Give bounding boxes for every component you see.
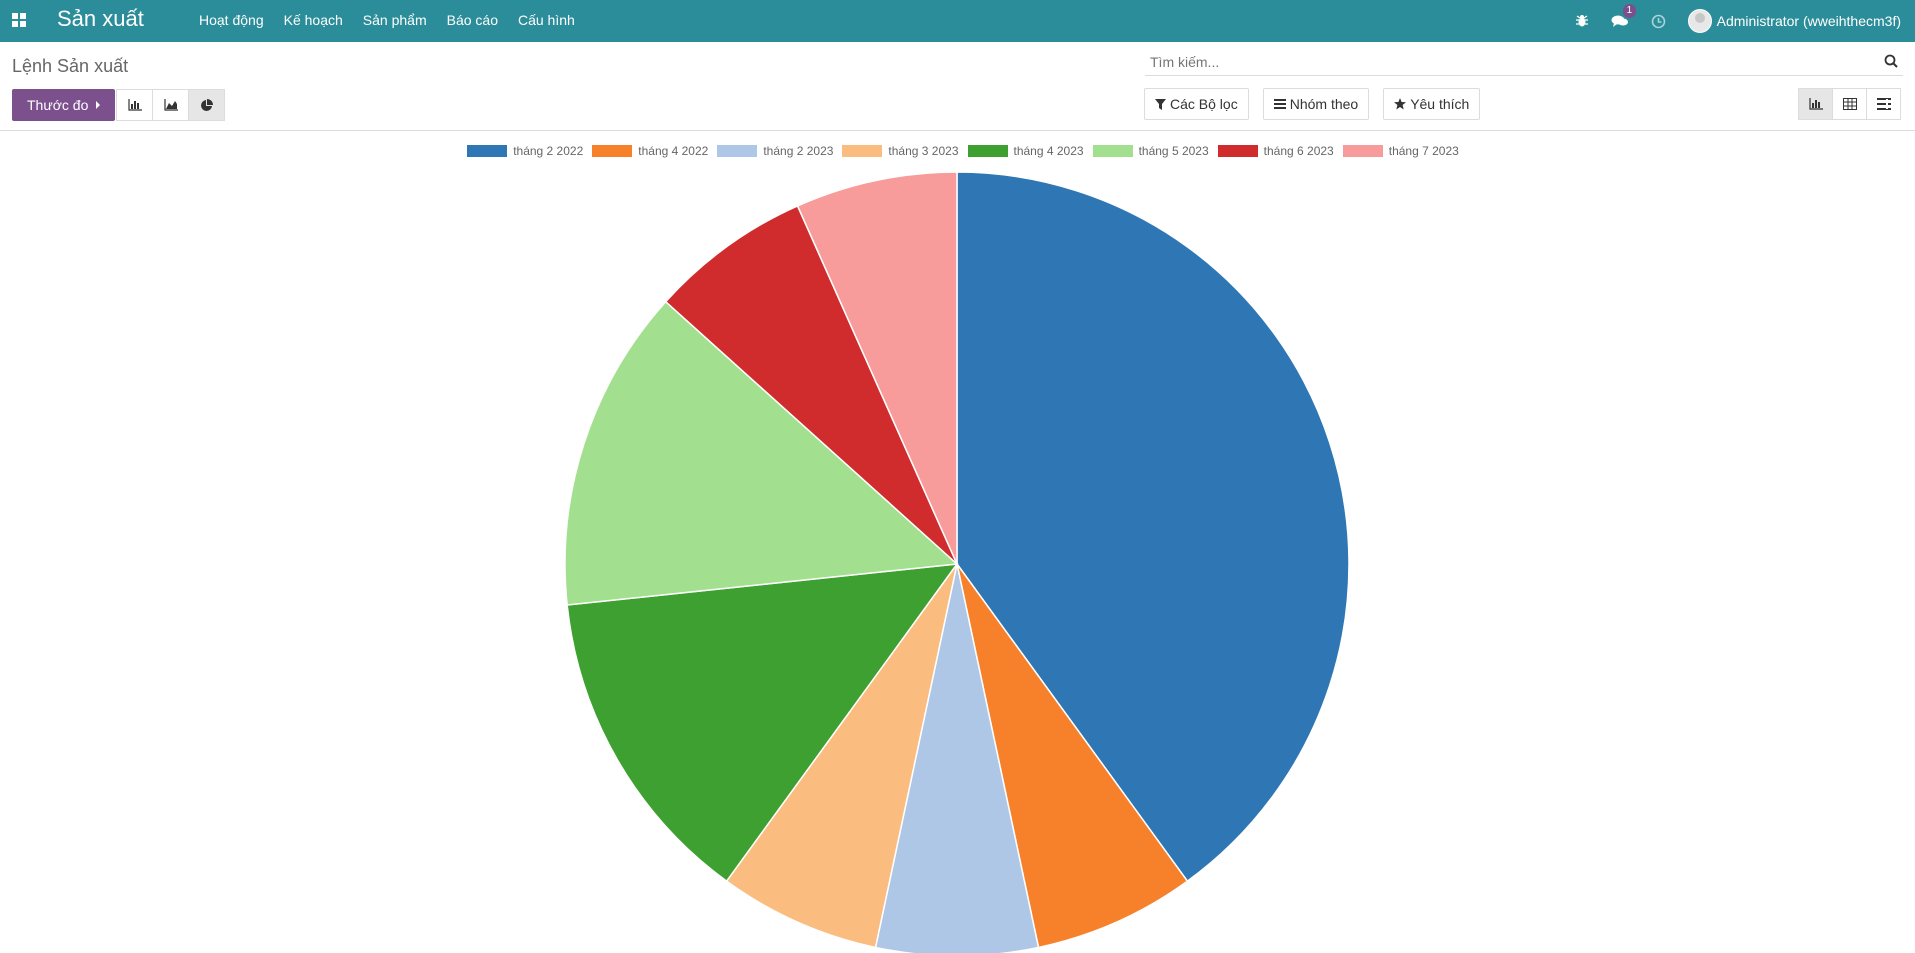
pie-chart [564, 171, 1350, 953]
caret-right-icon [96, 101, 101, 109]
legend-label: tháng 4 2022 [638, 144, 709, 158]
breadcrumb: Lệnh Sản xuất [12, 56, 129, 76]
legend-item[interactable]: tháng 4 2022 [592, 144, 708, 158]
menu-item-configuration[interactable]: Cấu hình [517, 12, 575, 28]
line-chart-mode-button[interactable] [152, 89, 189, 121]
search-icon[interactable] [1884, 54, 1898, 71]
systray: 1 Administrator (wweihthecm3f) [1553, 0, 1901, 42]
measures-label: Thước đo [27, 97, 89, 113]
legend-item[interactable]: tháng 2 2022 [467, 144, 583, 158]
pie-slice[interactable] [956, 171, 1350, 883]
legend-swatch [717, 145, 758, 157]
legend-swatch [1092, 145, 1133, 157]
filters-button[interactable]: Các Bộ lọc [1144, 88, 1249, 120]
legend-label: tháng 2 2023 [763, 144, 834, 158]
user-name: Administrator (wweihthecm3f) [1716, 13, 1901, 29]
app-title[interactable]: Sản xuất [57, 6, 144, 31]
pie-chart-mode-button[interactable] [188, 89, 225, 121]
main-menu: Hoạt động Kế hoạch Sản phẩm Báo cáo Cấu … [199, 12, 595, 28]
search-bar [1145, 48, 1903, 76]
table-icon [1842, 98, 1857, 110]
pie-slice[interactable] [874, 563, 1040, 953]
messages-icon[interactable]: 1 [1611, 4, 1637, 28]
group-by-button[interactable]: Nhóm theo [1262, 88, 1370, 120]
legend-label: tháng 5 2023 [1138, 144, 1209, 158]
legend-swatch [967, 145, 1008, 157]
user-menu[interactable]: Administrator (wweihthecm3f) [1687, 9, 1901, 33]
menu-item-products[interactable]: Sản phẩm [362, 12, 427, 28]
pie-slice[interactable] [564, 300, 959, 606]
pie-chart-icon [201, 98, 213, 111]
legend-swatch [467, 145, 508, 157]
pie-slice[interactable] [664, 204, 958, 565]
legend-item[interactable]: tháng 3 2023 [842, 144, 959, 158]
filter-icon [1155, 98, 1166, 110]
measures-button[interactable]: Thước đo [12, 89, 116, 121]
bar-chart-icon [1808, 98, 1823, 110]
view-switcher [1798, 88, 1901, 120]
avatar [1687, 9, 1712, 33]
group-by-label: Nhóm theo [1289, 96, 1359, 112]
area-chart-icon [163, 99, 178, 111]
legend-label: tháng 2 2022 [513, 144, 584, 158]
star-icon [1394, 98, 1407, 110]
legend-label: tháng 3 2023 [888, 144, 959, 158]
favorites-label: Yêu thích [1410, 96, 1470, 112]
list-bars-icon [1273, 99, 1286, 109]
legend-label: tháng 4 2023 [1013, 144, 1084, 158]
menu-item-reporting[interactable]: Báo cáo [446, 12, 498, 28]
legend-label: tháng 6 2023 [1263, 144, 1334, 158]
legend-item[interactable]: tháng 7 2023 [1342, 144, 1459, 158]
bar-chart-icon [127, 99, 142, 111]
activity-clock-icon[interactable] [1651, 14, 1666, 29]
list-view-button[interactable] [1866, 88, 1901, 120]
pie-slice[interactable] [796, 171, 958, 565]
apps-menu-icon[interactable] [12, 13, 26, 27]
list-icon [1876, 98, 1891, 110]
legend-swatch [1217, 145, 1258, 157]
favorites-button[interactable]: Yêu thích [1383, 88, 1481, 120]
pie-slice[interactable] [956, 563, 1189, 949]
control-panel: Lệnh Sản xuất Thước đo Các Bộ lọc Nhóm t… [0, 42, 1915, 131]
pivot-view-button[interactable] [1832, 88, 1867, 120]
search-input[interactable] [1150, 53, 1850, 70]
pie-chart-area: tháng 2 2022 tháng 4 2022 tháng 2 2023 thán… [0, 132, 1915, 953]
legend-swatch [1342, 145, 1383, 157]
pie-slice[interactable] [725, 563, 958, 949]
graph-view-button[interactable] [1798, 88, 1833, 120]
pie-slice[interactable] [566, 563, 959, 883]
legend-item[interactable]: tháng 5 2023 [1092, 144, 1209, 158]
legend-item[interactable]: tháng 4 2023 [967, 144, 1084, 158]
search-options: Các Bộ lọc Nhóm theo Yêu thích [1144, 88, 1494, 120]
menu-item-planning[interactable]: Kế hoạch [283, 12, 343, 28]
top-navbar: Sản xuất Hoạt động Kế hoạch Sản phẩm Báo… [0, 0, 1915, 42]
legend-swatch [842, 145, 883, 157]
legend-item[interactable]: tháng 6 2023 [1217, 144, 1334, 158]
chart-legend: tháng 2 2022 tháng 4 2022 tháng 2 2023 thán… [0, 144, 1915, 158]
bar-chart-mode-button[interactable] [116, 89, 153, 121]
chart-mode-switch [116, 89, 225, 121]
filters-label: Các Bộ lọc [1170, 96, 1238, 112]
menu-item-operations[interactable]: Hoạt động [199, 12, 264, 28]
legend-label: tháng 7 2023 [1388, 144, 1459, 158]
messages-count-badge: 1 [1622, 4, 1637, 18]
debug-bug-icon[interactable] [1575, 14, 1589, 28]
legend-swatch [592, 145, 633, 157]
legend-item[interactable]: tháng 2 2023 [717, 144, 833, 158]
